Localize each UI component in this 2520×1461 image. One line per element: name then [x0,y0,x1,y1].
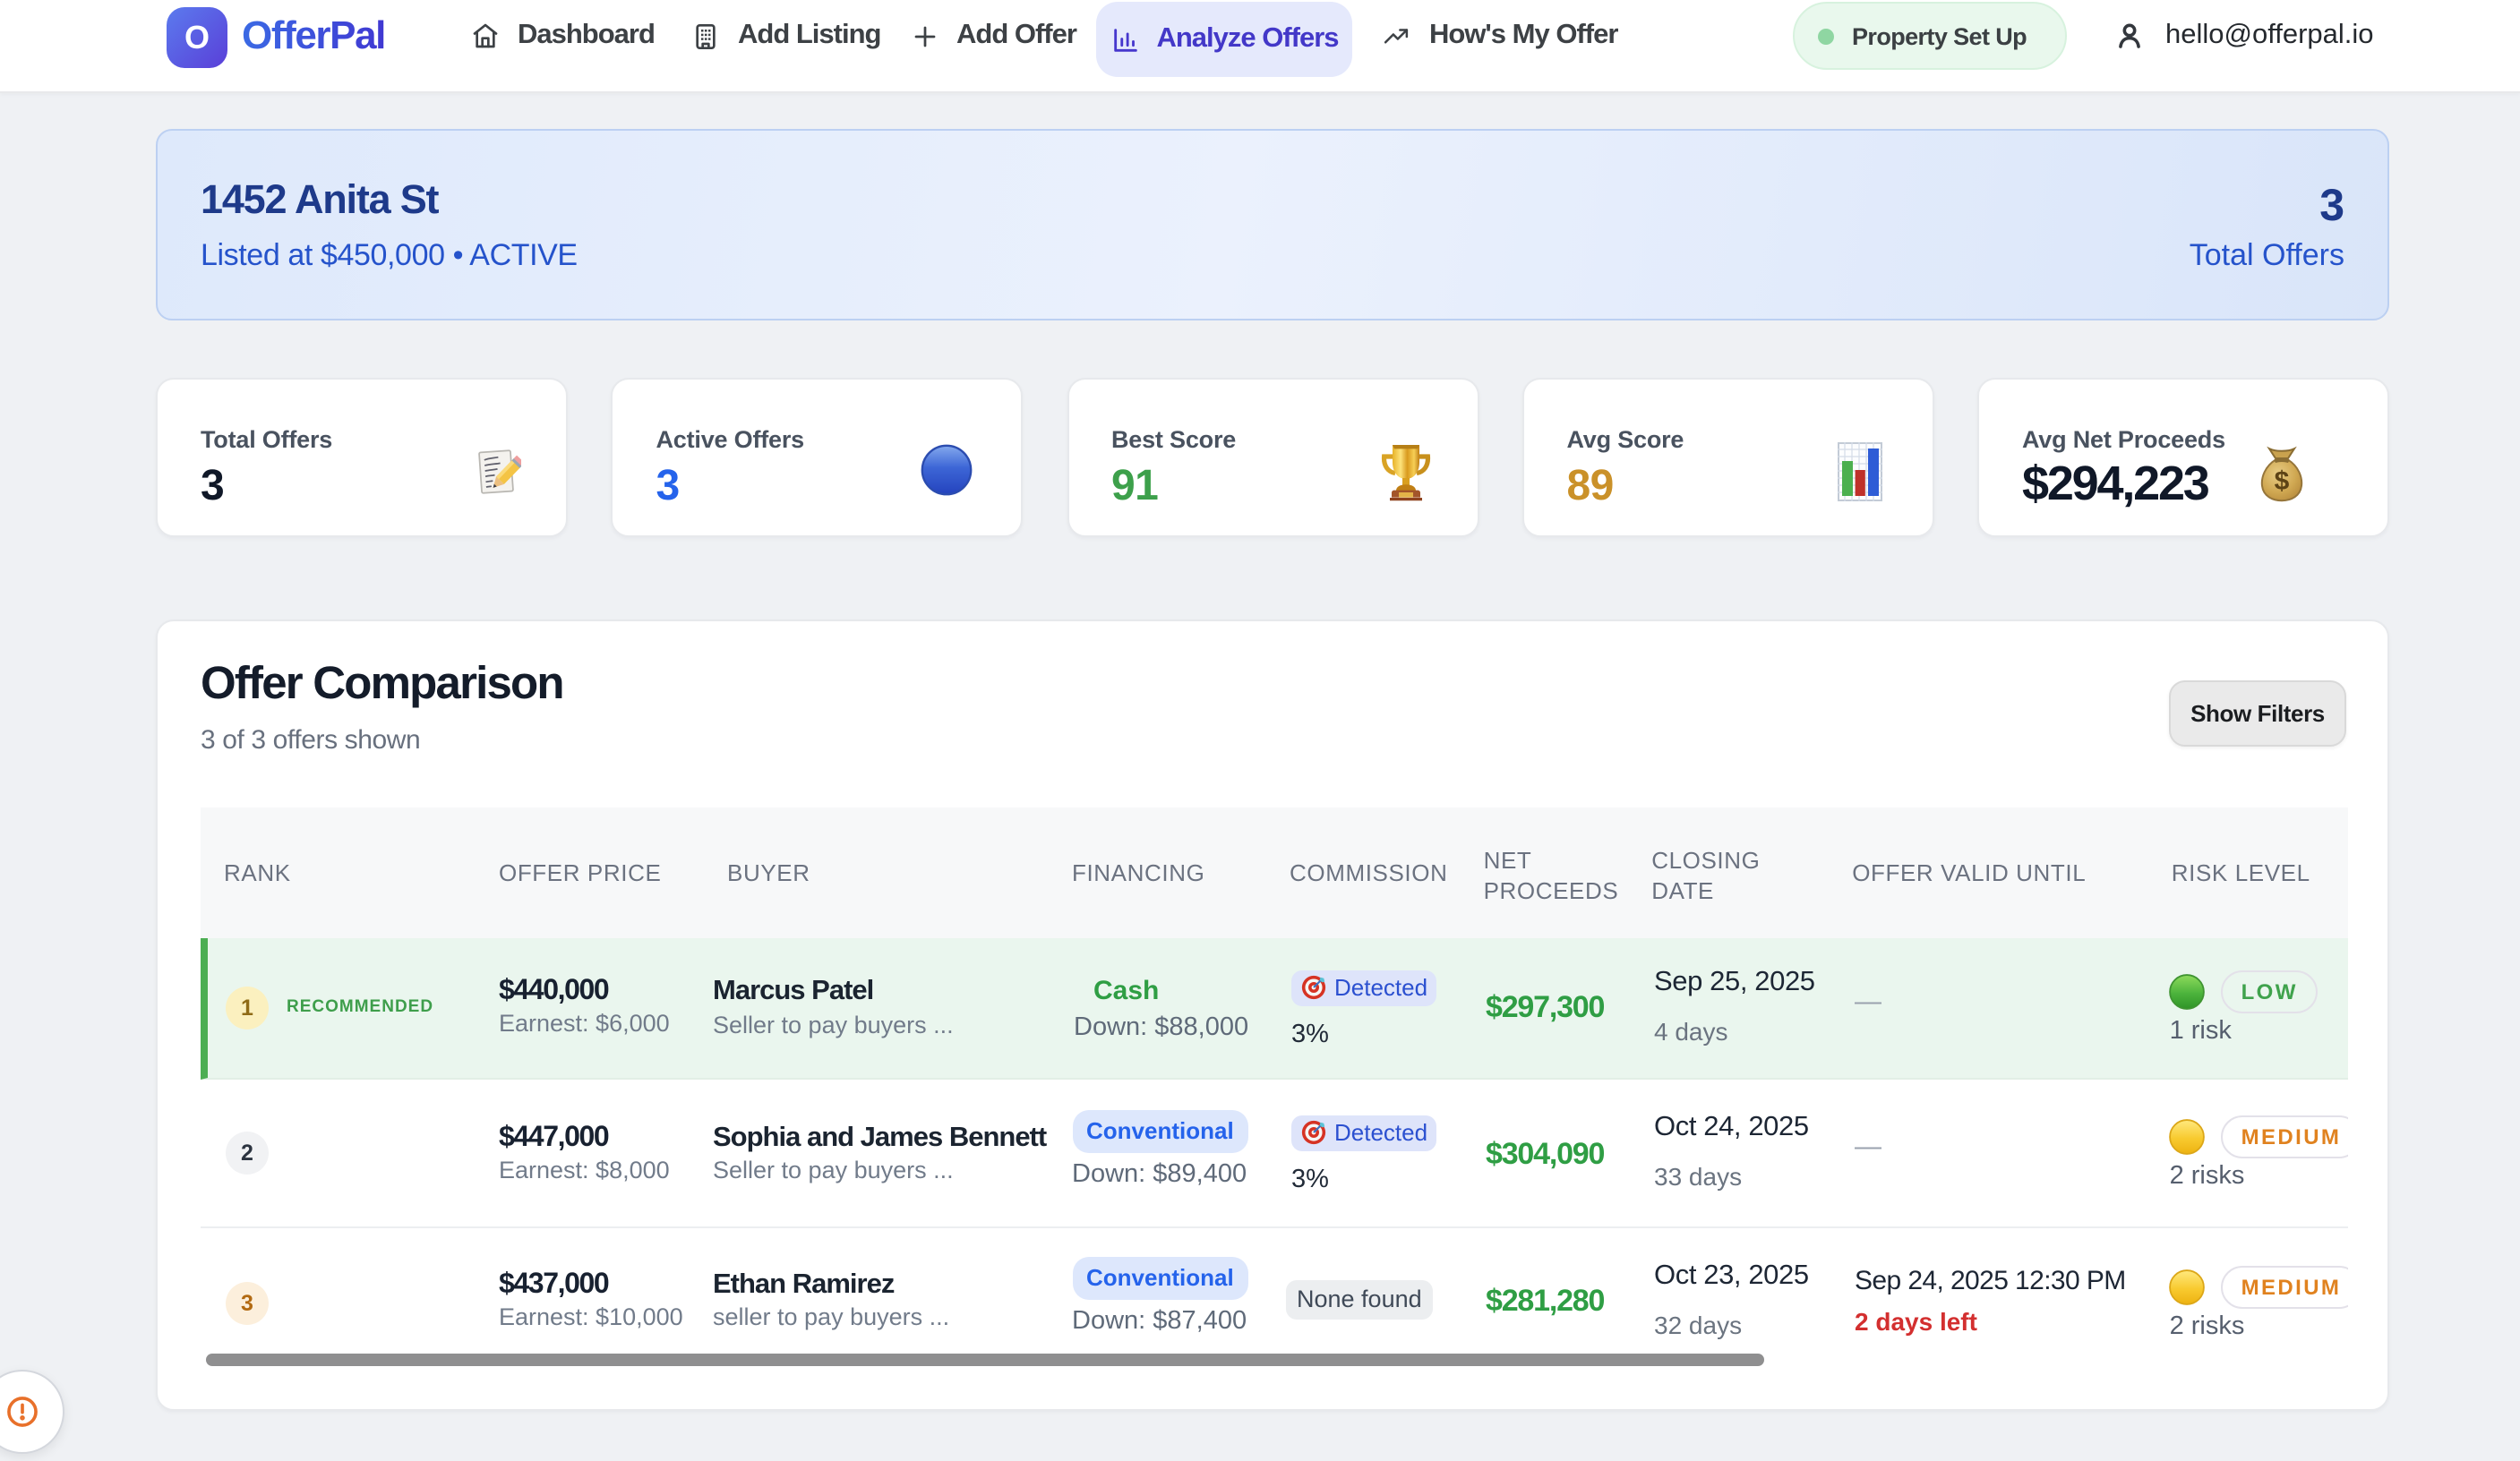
svg-text:$: $ [2275,466,2290,496]
